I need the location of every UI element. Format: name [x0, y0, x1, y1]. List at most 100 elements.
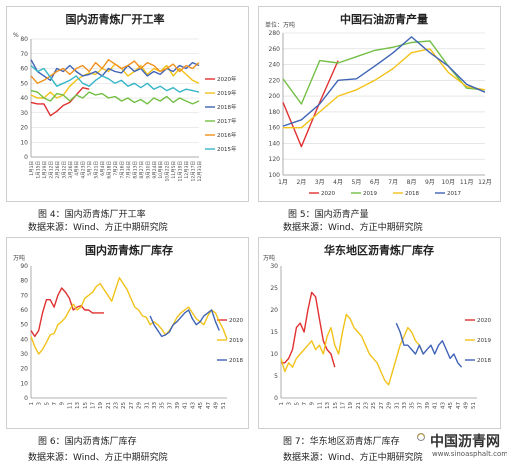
legend-label-2016年: 2016年 [217, 131, 237, 139]
y-tick-label: 20 [270, 307, 278, 314]
chart-title: 中国石油沥青产量 [340, 12, 428, 26]
x-tick-label: 7月16日 [119, 161, 125, 179]
series-line-2020 [281, 291, 336, 368]
legend-label-2017年: 2017年 [217, 117, 237, 125]
x-tick-label: 13 [325, 402, 331, 409]
y-tick-label: 90 [20, 263, 28, 270]
legend-label-2020年: 2020年 [217, 75, 237, 83]
x-tick-label: 5月 [352, 179, 362, 186]
x-tick-label: 29 [137, 402, 143, 409]
x-tick-label: 2月 [296, 179, 306, 186]
x-tick-label: 7月2日 [113, 161, 119, 176]
x-tick-label: 1月29日 [42, 161, 48, 179]
x-tick-label: 2月12日 [48, 161, 54, 179]
x-tick-label: 9 [310, 402, 316, 406]
y-tick-label: 60 [20, 66, 28, 73]
chart-title: 国内沥青炼厂库存 [85, 243, 173, 257]
y-tick-label: 160 [269, 125, 281, 132]
y-tick-label: 15 [270, 329, 278, 336]
y-tick-label: 30 [20, 351, 28, 358]
x-tick-label: 23 [364, 402, 370, 409]
chart-panel-production: 中国石油沥青产量 单位：万吨 100 120 140 160 180 200 220 240 260… [258, 6, 501, 202]
x-tick-label: 35 [410, 402, 416, 409]
x-tick-label: 9 [60, 402, 66, 406]
x-tick-label: 9月10日 [145, 161, 151, 179]
x-tick-label: 17 [90, 402, 96, 409]
caption-figure-5: 图 5：国内沥青产量 [288, 210, 369, 220]
y-tick-label: 220 [269, 77, 281, 84]
x-tick-label: 11月19日 [178, 161, 184, 181]
caption-figure-5-source: 数据来源：Wind、方正中期研究院 [283, 223, 423, 233]
x-tick-label: 19 [348, 402, 354, 409]
y-tick-label: 10 [20, 380, 28, 387]
y-tick-label: 0 [24, 154, 28, 161]
y-tick-label: 10 [20, 139, 28, 146]
legend-label-2020: 2020 [477, 318, 491, 324]
x-tick-label: 10月22日 [165, 161, 171, 181]
y-tick-label: 30 [270, 263, 278, 270]
x-tick-label: 8月13日 [132, 161, 138, 179]
x-tick-label: 17 [340, 402, 346, 409]
y-tick-label: 40 [20, 336, 28, 343]
x-tick-label: 10月 [441, 179, 455, 186]
y-axis-label: % [13, 32, 19, 39]
x-tick-label: 39 [175, 402, 181, 409]
x-tick-label: 45 [448, 402, 454, 409]
x-tick-label: 4月9日 [74, 161, 80, 176]
series-line-2018 [149, 309, 220, 338]
watermark-logo-icon [416, 432, 426, 442]
series-line-2018 [283, 48, 486, 129]
series-line-2017 [282, 36, 486, 127]
x-tick-label: 13 [75, 402, 81, 409]
chart-panel-refinery-inventory: 国内沥青炼厂库存 万吨 0 10 20 30 40 50 60 70 80 90 1 3 5 7 9 11 13 15… [6, 237, 249, 429]
x-tick-label: 37 [417, 402, 423, 409]
y-tick-label: 10 [270, 351, 278, 358]
x-tick-label: 31 [144, 402, 150, 409]
caption-figure-6-source: 数据来源：Wind、方正中期研究院 [28, 453, 168, 463]
x-tick-label: 49 [463, 402, 469, 409]
x-tick-label: 27 [379, 402, 385, 409]
y-tick-label: 260 [269, 46, 281, 53]
series-line-2015年 [30, 64, 200, 93]
legend-label-2017: 2017 [447, 191, 461, 197]
x-tick-label: 25 [121, 402, 127, 409]
x-tick-label: 9月24日 [152, 161, 158, 179]
series-line-2019 [30, 277, 228, 355]
legend-label-2020: 2020 [321, 191, 335, 197]
y-tick-label: 30 [20, 110, 28, 117]
x-tick-label: 7 [52, 402, 58, 406]
x-tick-label: 43 [190, 402, 196, 409]
series-line-2018 [395, 322, 463, 368]
watermark-url: www.sinoasphalt.com [432, 450, 507, 458]
x-tick-label: 3 [37, 402, 43, 406]
caption-figure-6: 图 6：国内沥青炼厂库存 [38, 437, 137, 447]
y-tick-label: 120 [269, 156, 281, 163]
x-tick-label: 7月 [388, 179, 398, 186]
x-tick-label: 4月23日 [81, 161, 87, 179]
caption-figure-4: 图 4：国内沥青炼厂开工率 [38, 210, 146, 220]
x-tick-label: 41 [433, 402, 439, 409]
x-tick-label: 11月 [460, 179, 474, 186]
x-tick-label: 7月30日 [126, 161, 132, 179]
y-axis-label: 万吨 [13, 254, 25, 262]
x-tick-label: 5月7日 [87, 161, 93, 176]
x-tick-label: 6月4日 [100, 161, 106, 176]
series-line-2020 [282, 60, 339, 148]
y-axis-label: 单位：万吨 [265, 21, 295, 29]
x-tick-label: 1月 [278, 179, 288, 186]
x-tick-label: 31 [394, 402, 400, 409]
x-tick-label: 9月 [425, 179, 435, 186]
legend-label-2019: 2019 [477, 338, 491, 344]
x-tick-label: 23 [114, 402, 120, 409]
x-tick-label: 5 [294, 402, 300, 406]
series-line-2020年 [30, 87, 90, 117]
x-tick-label: 27 [129, 402, 135, 409]
x-tick-label: 10月8日 [158, 161, 164, 179]
x-tick-label: 47 [456, 402, 462, 409]
legend-label-2018年: 2018年 [217, 103, 237, 111]
x-tick-label: 8月 [407, 179, 417, 186]
x-tick-label: 41 [183, 402, 189, 409]
legend-label-2019年: 2019年 [217, 89, 237, 97]
x-tick-label: 1 [29, 402, 35, 406]
